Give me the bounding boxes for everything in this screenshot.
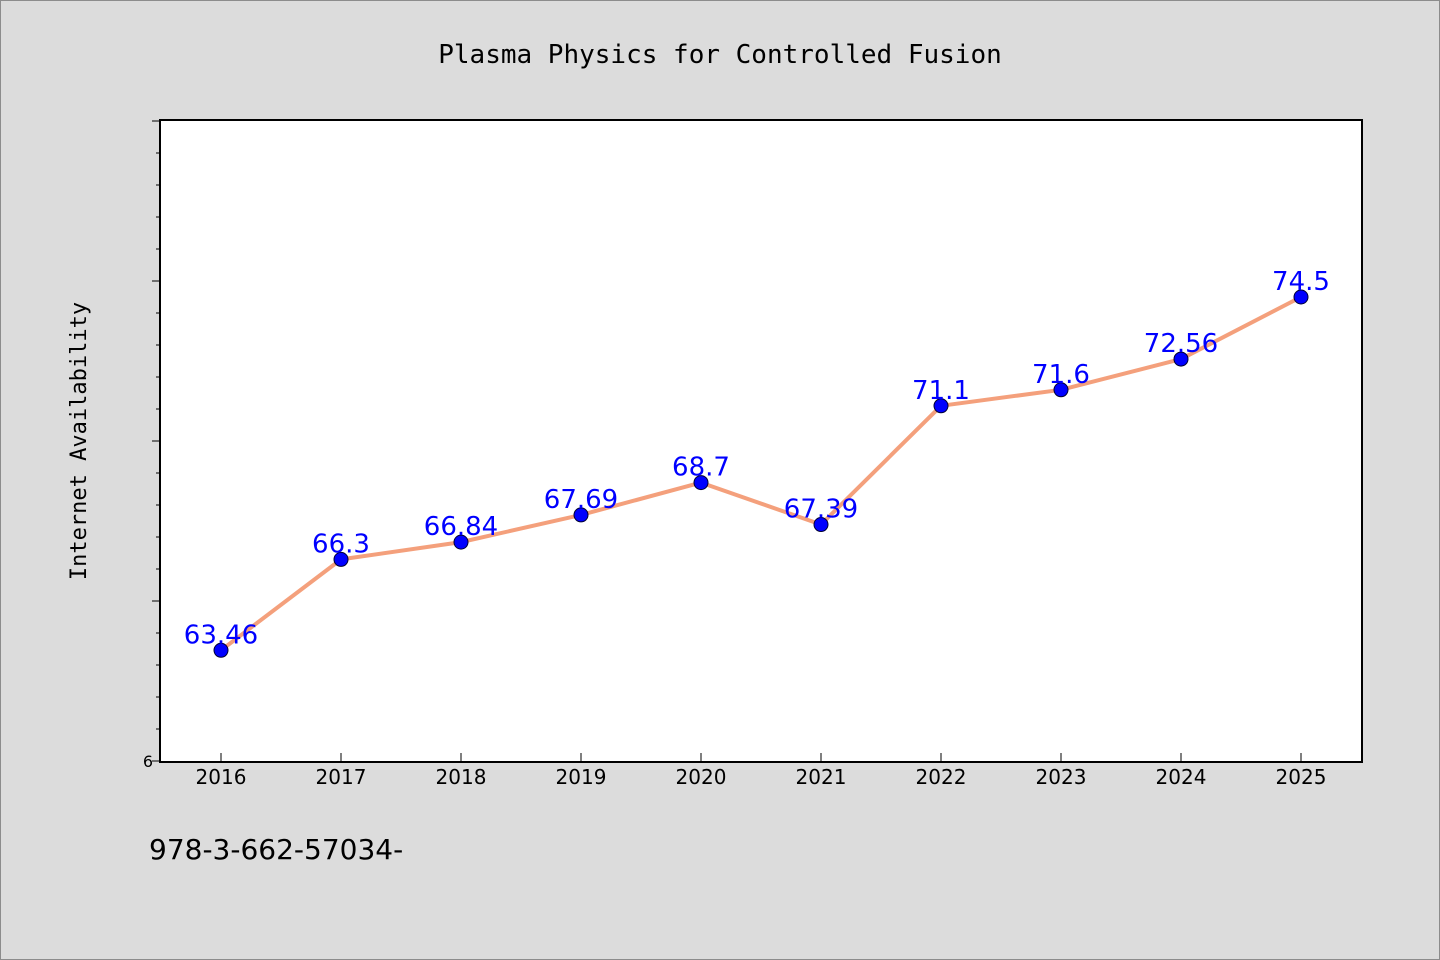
data-point <box>1173 351 1189 367</box>
x-tick-label: 2019 <box>556 765 607 789</box>
series-layer <box>213 289 1309 658</box>
x-axis-ticks: 2016 2017 2018 2019 2020 2021 2022 2023 2024 2025 <box>196 753 1327 789</box>
footnote: 978-3-662-57034- <box>149 833 404 866</box>
data-point <box>813 517 829 533</box>
data-label: 67.39 <box>784 495 858 525</box>
data-label: 72.56 <box>1144 329 1218 359</box>
x-tick-label: 2023 <box>1036 765 1087 789</box>
x-tick-label: 2025 <box>1276 765 1327 789</box>
data-point <box>453 534 469 550</box>
data-labels: 63.46 66.3 66.84 67.69 68.7 67.39 71.1 71.6 72.5… <box>184 267 1330 650</box>
x-tick-label: 2022 <box>916 765 967 789</box>
data-label: 71.6 <box>1032 360 1090 390</box>
data-label: 67.69 <box>544 485 618 515</box>
data-label: 63.46 <box>184 620 258 650</box>
y-axis-label: Internet Availability <box>67 302 92 580</box>
data-label: 71.1 <box>912 376 970 406</box>
x-tick-label: 2024 <box>1156 765 1207 789</box>
x-tick-label: 2017 <box>316 765 367 789</box>
x-tick-label: 2021 <box>796 765 847 789</box>
data-label: 74.5 <box>1272 267 1330 297</box>
data-label: 66.84 <box>424 512 498 542</box>
data-point <box>1293 289 1309 305</box>
data-label: 68.7 <box>672 453 730 483</box>
series-line <box>219 295 1303 653</box>
data-point <box>213 642 229 658</box>
data-point <box>573 507 589 523</box>
data-point <box>1053 382 1069 398</box>
y-tick-label: 6 <box>143 752 153 771</box>
data-point <box>693 475 709 491</box>
data-point <box>933 398 949 414</box>
y-axis-ticks: 6 <box>143 120 161 771</box>
data-label: 66.3 <box>312 529 370 559</box>
x-tick-label: 2020 <box>676 765 727 789</box>
x-tick-label: 2018 <box>436 765 487 789</box>
x-tick-label: 2016 <box>196 765 247 789</box>
data-point <box>333 551 349 567</box>
plot-area <box>159 119 1363 763</box>
chart-title: Plasma Physics for Controlled Fusion <box>438 40 1002 70</box>
